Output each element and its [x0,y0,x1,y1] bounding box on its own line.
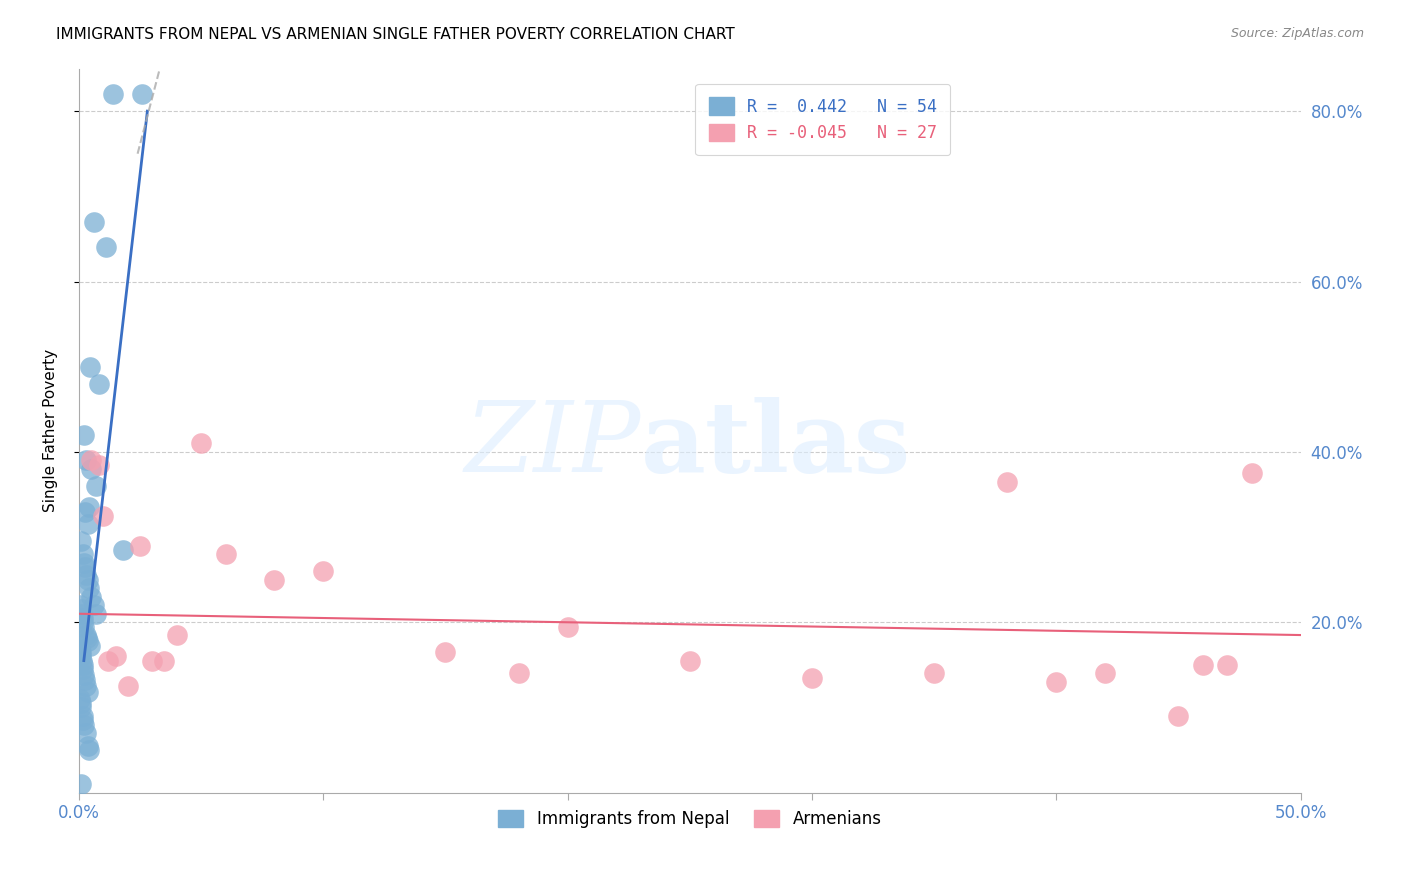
Text: atlas: atlas [641,397,911,493]
Immigrants from Nepal [83,215,105,229]
Immigrants from Nepal [101,87,124,101]
Armenians [312,564,335,578]
Y-axis label: Single Father Poverty: Single Father Poverty [44,349,58,512]
Armenians [190,436,212,450]
Armenians [922,666,945,681]
Armenians [997,475,1019,489]
Armenians [1167,709,1189,723]
Armenians [117,679,139,693]
Immigrants from Nepal [72,615,94,630]
Immigrants from Nepal [70,649,93,664]
Immigrants from Nepal [72,611,94,625]
Immigrants from Nepal [77,743,100,757]
Immigrants from Nepal [94,240,117,254]
Immigrants from Nepal [83,599,105,613]
Immigrants from Nepal [72,713,94,727]
Immigrants from Nepal [69,692,91,706]
Armenians [166,628,188,642]
Immigrants from Nepal [70,607,93,621]
Immigrants from Nepal [70,602,93,616]
Immigrants from Nepal [111,542,134,557]
Armenians [1240,466,1263,480]
Immigrants from Nepal [77,581,100,595]
Immigrants from Nepal [73,673,96,688]
Immigrants from Nepal [75,453,97,467]
Armenians [104,649,127,664]
Armenians [434,645,457,659]
Immigrants from Nepal [75,568,97,582]
Immigrants from Nepal [72,547,94,561]
Immigrants from Nepal [80,462,103,476]
Immigrants from Nepal [77,634,100,648]
Immigrants from Nepal [87,376,110,391]
Immigrants from Nepal [73,556,96,570]
Immigrants from Nepal [84,607,107,621]
Immigrants from Nepal [72,662,94,676]
Immigrants from Nepal [76,685,98,699]
Armenians [129,539,152,553]
Immigrants from Nepal [70,777,93,791]
Immigrants from Nepal [73,668,96,682]
Immigrants from Nepal [131,87,153,101]
Armenians [93,508,115,523]
Immigrants from Nepal [70,654,93,668]
Immigrants from Nepal [73,619,96,633]
Immigrants from Nepal [84,479,107,493]
Immigrants from Nepal [73,427,96,442]
Armenians [263,573,285,587]
Armenians [80,453,103,467]
Immigrants from Nepal [72,657,94,672]
Immigrants from Nepal [75,679,97,693]
Immigrants from Nepal [80,590,103,604]
Armenians [679,654,702,668]
Armenians [557,619,579,633]
Immigrants from Nepal [79,639,101,653]
Text: Source: ZipAtlas.com: Source: ZipAtlas.com [1230,27,1364,40]
Immigrants from Nepal [72,709,94,723]
Immigrants from Nepal [76,573,98,587]
Immigrants from Nepal [70,696,93,710]
Armenians [97,654,120,668]
Immigrants from Nepal [70,645,93,659]
Armenians [141,654,163,668]
Armenians [508,666,530,681]
Immigrants from Nepal [73,560,96,574]
Armenians [801,671,824,685]
Immigrants from Nepal [69,599,91,613]
Immigrants from Nepal [73,717,96,731]
Armenians [153,654,176,668]
Immigrants from Nepal [75,628,97,642]
Immigrants from Nepal [79,359,101,374]
Armenians [214,547,236,561]
Immigrants from Nepal [77,500,100,515]
Armenians [1094,666,1116,681]
Armenians [87,458,110,472]
Immigrants from Nepal [76,517,98,532]
Immigrants from Nepal [70,700,93,714]
Immigrants from Nepal [70,534,93,549]
Immigrants from Nepal [76,631,98,645]
Immigrants from Nepal [76,739,98,753]
Armenians [1045,674,1067,689]
Text: ZIP: ZIP [465,398,641,492]
Immigrants from Nepal [75,726,97,740]
Legend: Immigrants from Nepal, Armenians: Immigrants from Nepal, Armenians [492,804,889,835]
Immigrants from Nepal [69,642,91,657]
Immigrants from Nepal [73,504,96,518]
Armenians [1192,657,1215,672]
Text: IMMIGRANTS FROM NEPAL VS ARMENIAN SINGLE FATHER POVERTY CORRELATION CHART: IMMIGRANTS FROM NEPAL VS ARMENIAN SINGLE… [56,27,735,42]
Armenians [1216,657,1239,672]
